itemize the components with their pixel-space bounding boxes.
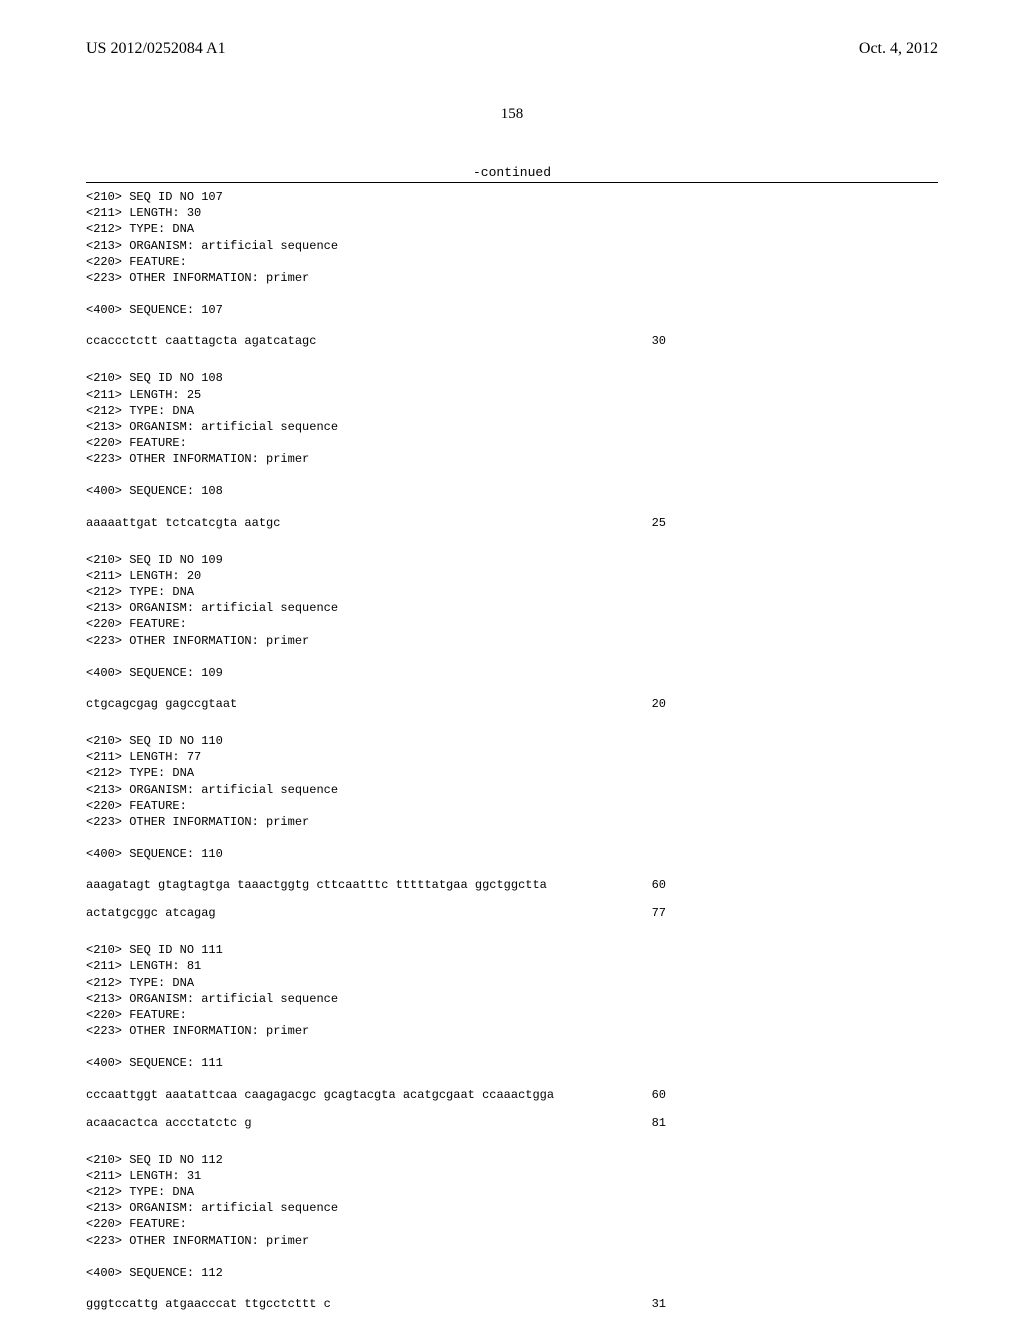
seq-data-line: cccaattggt aaatattcaa caagagacgc gcagtac… (86, 1088, 666, 1102)
seq-text: ctgcagcgag gagccgtaat (86, 697, 237, 711)
publication-number: US 2012/0252084 A1 (86, 40, 226, 58)
page-header: US 2012/0252084 A1 Oct. 4, 2012 (86, 40, 938, 58)
seq-label: <400> SEQUENCE: 109 (86, 665, 938, 681)
seq-text: gggtccattg atgaacccat ttgcctcttt c (86, 1297, 331, 1311)
seq-position: 81 (652, 1116, 666, 1130)
seq-position: 77 (652, 906, 666, 920)
seq-block-107: <210> SEQ ID NO 107 <211> LENGTH: 30 <21… (86, 189, 938, 370)
seq-position: 31 (652, 1297, 666, 1311)
seq-block-111: <210> SEQ ID NO 111 <211> LENGTH: 81 <21… (86, 942, 938, 1151)
seq-meta: <210> SEQ ID NO 110 <211> LENGTH: 77 <21… (86, 733, 938, 830)
continued-label: -continued (86, 165, 938, 180)
seq-label: <400> SEQUENCE: 110 (86, 846, 938, 862)
seq-data-line: ctgcagcgag gagccgtaat 20 (86, 697, 666, 711)
seq-text: cccaattggt aaatattcaa caagagacgc gcagtac… (86, 1088, 554, 1102)
seq-label: <400> SEQUENCE: 107 (86, 302, 938, 318)
seq-block-110: <210> SEQ ID NO 110 <211> LENGTH: 77 <21… (86, 733, 938, 942)
seq-block-108: <210> SEQ ID NO 108 <211> LENGTH: 25 <21… (86, 370, 938, 551)
seq-block-109: <210> SEQ ID NO 109 <211> LENGTH: 20 <21… (86, 552, 938, 733)
seq-position: 30 (652, 334, 666, 348)
sequence-listing: <210> SEQ ID NO 107 <211> LENGTH: 30 <21… (86, 182, 938, 1311)
seq-meta: <210> SEQ ID NO 109 <211> LENGTH: 20 <21… (86, 552, 938, 649)
seq-label: <400> SEQUENCE: 112 (86, 1265, 938, 1281)
seq-text: actatgcggc atcagag (86, 906, 216, 920)
page-container: US 2012/0252084 A1 Oct. 4, 2012 158 -con… (0, 0, 1024, 1320)
page-number: 158 (86, 106, 938, 123)
seq-label: <400> SEQUENCE: 111 (86, 1055, 938, 1071)
seq-meta: <210> SEQ ID NO 112 <211> LENGTH: 31 <21… (86, 1152, 938, 1249)
seq-data-line: aaagatagt gtagtagtga taaactggtg cttcaatt… (86, 878, 666, 892)
seq-position: 60 (652, 1088, 666, 1102)
seq-data-line: ccaccctctt caattagcta agatcatagc 30 (86, 334, 666, 348)
seq-data-line: acaacactca accctatctc g 81 (86, 1116, 666, 1130)
seq-data-line: actatgcggc atcagag 77 (86, 906, 666, 920)
publication-date: Oct. 4, 2012 (859, 40, 938, 58)
seq-label: <400> SEQUENCE: 108 (86, 483, 938, 499)
seq-text: ccaccctctt caattagcta agatcatagc (86, 334, 316, 348)
seq-text: acaacactca accctatctc g (86, 1116, 252, 1130)
seq-meta: <210> SEQ ID NO 108 <211> LENGTH: 25 <21… (86, 370, 938, 467)
seq-text: aaagatagt gtagtagtga taaactggtg cttcaatt… (86, 878, 547, 892)
seq-position: 60 (652, 878, 666, 892)
seq-data-line: aaaaattgat tctcatcgta aatgc 25 (86, 516, 666, 530)
seq-meta: <210> SEQ ID NO 107 <211> LENGTH: 30 <21… (86, 189, 938, 286)
seq-text: aaaaattgat tctcatcgta aatgc (86, 516, 280, 530)
seq-position: 20 (652, 697, 666, 711)
seq-position: 25 (652, 516, 666, 530)
seq-meta: <210> SEQ ID NO 111 <211> LENGTH: 81 <21… (86, 942, 938, 1039)
seq-data-line: gggtccattg atgaacccat ttgcctcttt c 31 (86, 1297, 666, 1311)
seq-block-112: <210> SEQ ID NO 112 <211> LENGTH: 31 <21… (86, 1152, 938, 1311)
